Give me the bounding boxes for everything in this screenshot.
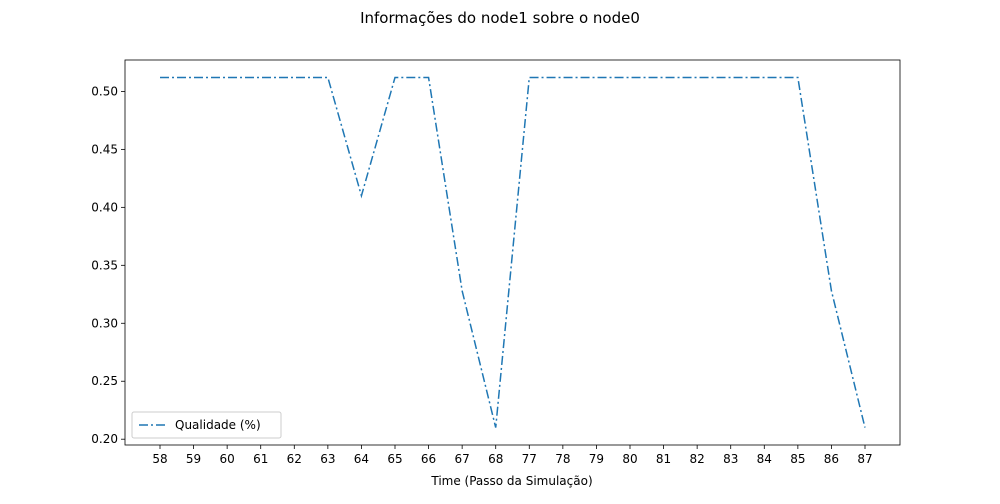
y-tick-label: 0.30 xyxy=(91,316,118,330)
series-line-0 xyxy=(160,78,865,428)
legend-label: Qualidade (%) xyxy=(175,418,261,432)
x-tick-label: 86 xyxy=(824,452,839,466)
y-tick-label: 0.50 xyxy=(91,84,118,98)
x-tick-label: 63 xyxy=(320,452,335,466)
x-tick-label: 78 xyxy=(555,452,570,466)
x-tick-label: 60 xyxy=(220,452,235,466)
x-tick-label: 85 xyxy=(790,452,805,466)
x-tick-label: 64 xyxy=(354,452,369,466)
y-tick-label: 0.35 xyxy=(91,258,118,272)
x-tick-label: 68 xyxy=(488,452,503,466)
y-axis: 0.20 0.25 0.30 0.35 0.40 0.45 0.50 xyxy=(91,84,125,446)
x-tick-label: 66 xyxy=(421,452,436,466)
x-tick-label: 81 xyxy=(656,452,671,466)
x-tick-label: 59 xyxy=(186,452,201,466)
x-tick-label: 79 xyxy=(589,452,604,466)
legend: Qualidade (%) xyxy=(132,412,281,438)
plot-frame xyxy=(125,60,900,445)
x-tick-label: 62 xyxy=(287,452,302,466)
y-tick-label: 0.45 xyxy=(91,142,118,156)
y-tick-label: 0.20 xyxy=(91,432,118,446)
x-axis: 58 59 60 61 62 63 64 65 66 67 68 77 78 79 80 81 82 83 84 85… xyxy=(152,445,872,466)
x-tick-label: 84 xyxy=(757,452,772,466)
plot-area xyxy=(125,60,900,445)
x-axis-label: Time (Passo da Simulação) xyxy=(430,474,592,488)
x-tick-label: 83 xyxy=(723,452,738,466)
x-tick-label: 82 xyxy=(690,452,705,466)
x-tick-label: 61 xyxy=(253,452,268,466)
y-tick-label: 0.25 xyxy=(91,374,118,388)
chart-title: Informações do node1 sobre o node0 xyxy=(360,9,640,27)
series-layer xyxy=(160,77,865,427)
x-tick-label: 87 xyxy=(857,452,872,466)
x-tick-label: 77 xyxy=(522,452,537,466)
x-tick-label: 67 xyxy=(455,452,470,466)
x-tick-label: 80 xyxy=(622,452,637,466)
x-tick-label: 65 xyxy=(387,452,402,466)
y-tick-label: 0.40 xyxy=(91,200,118,214)
x-tick-label: 58 xyxy=(152,452,167,466)
